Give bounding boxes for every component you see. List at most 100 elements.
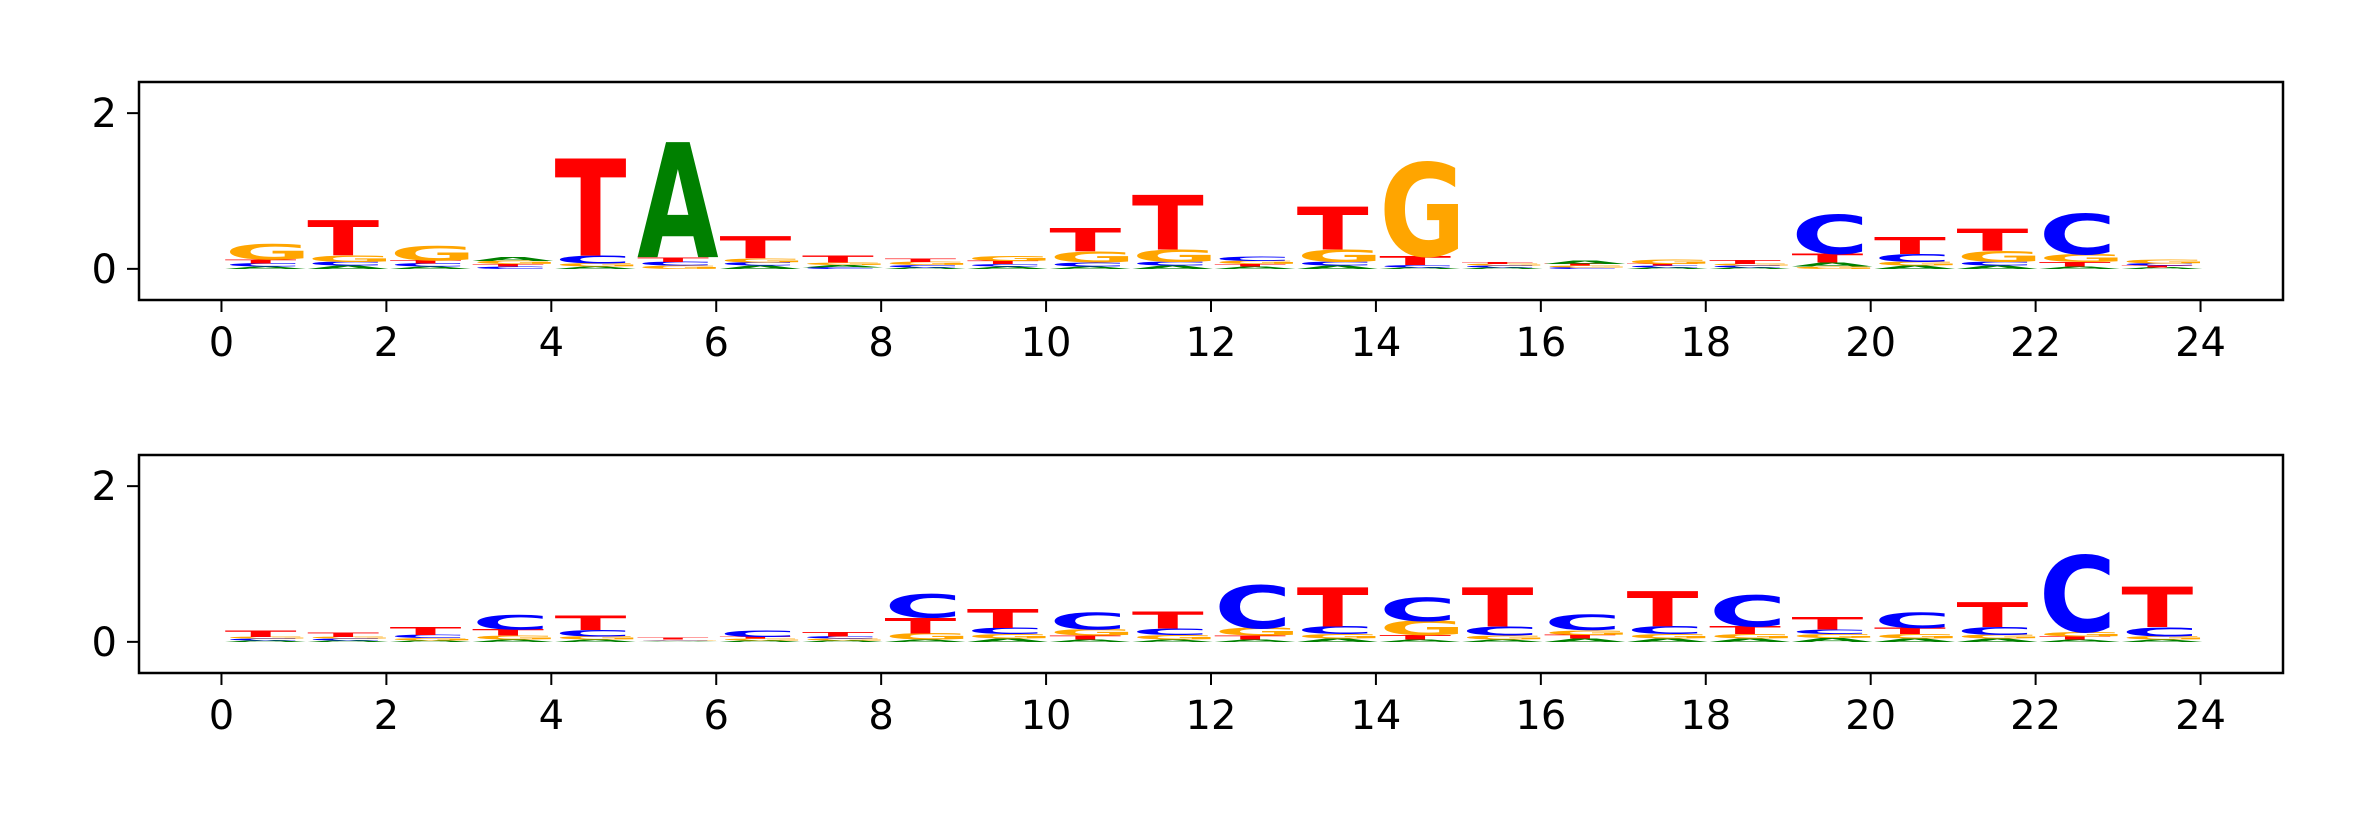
x-tick-label: 2 (374, 693, 399, 739)
logo-letter-G-pos-3: G (472, 635, 558, 641)
logo-letter-A-pos-0: A (225, 640, 307, 642)
x-tick-label: 12 (1186, 693, 1237, 739)
logo-letter-T-pos-19: T (1792, 251, 1864, 266)
logo-letter-C-pos-4: C (555, 629, 632, 639)
logo-letter-A-pos-7: A (802, 640, 884, 642)
logo-letter-T-pos-22: T (2039, 261, 2111, 268)
logo-letter-G-pos-5: G (637, 639, 723, 640)
logo-letter-C-pos-9: C (967, 626, 1044, 636)
y-tick-label: 2 (92, 464, 117, 510)
logo-letter-A-pos-8: A (884, 267, 966, 269)
logo-letter-A-pos-12: A (1214, 266, 1296, 270)
x-tick-label: 0 (209, 320, 234, 366)
logo-letter-G-pos-1: G (307, 254, 393, 264)
logo-letter-A-pos-17: A (1627, 267, 1709, 269)
logo-letter-G-pos-7: G (802, 638, 888, 640)
logo-letter-C-pos-12: C (1214, 255, 1291, 262)
logo-letter-A-pos-16: A (1544, 260, 1626, 265)
logo-letter-A-pos-0: A (225, 266, 307, 270)
logo-letter-G-pos-23: G (2121, 258, 2207, 264)
logo-letter-T-pos-8: T (884, 258, 956, 263)
logo-letter-C-pos-5: C (637, 261, 714, 267)
logo-letter-T-pos-15: T (1462, 262, 1534, 264)
logo-letter-G-pos-17: G (1627, 258, 1713, 265)
logo-letter-C-pos-3: C (472, 612, 549, 634)
logo-letter-C-pos-5: C (637, 640, 714, 641)
logo-letter-A-pos-23: A (2121, 267, 2203, 269)
logo-letter-T-pos-2: T (390, 259, 462, 264)
x-tick-label: 6 (704, 320, 729, 366)
logo-letter-C-pos-20: C (1874, 608, 1951, 633)
logo-letter-G-pos-2: G (390, 243, 476, 265)
logo-letter-T-pos-0: T (225, 629, 297, 639)
logo-letter-T-pos-6: T (720, 637, 792, 639)
logo-letter-G-pos-14: G (1379, 137, 1465, 287)
logo-letter-A-pos-20: A (1874, 265, 1956, 270)
logo-letter-C-pos-21: C (1956, 625, 2033, 638)
logo-letter-A-pos-11: A (1132, 265, 1214, 270)
logo-letter-C-pos-22: C (2039, 535, 2116, 657)
logo-letter-A-pos-3: A (472, 256, 554, 262)
logo-letter-C-pos-2: C (390, 263, 467, 268)
logo-letter-T-pos-11: T (1132, 180, 1204, 267)
logo-letter-C-pos-21: C (1956, 261, 2033, 267)
logo-letter-G-pos-4: G (555, 636, 641, 641)
logo-letter-C-pos-11: C (1132, 261, 1209, 267)
logo-letter-C-pos-17: C (1627, 624, 1704, 637)
logo-letter-T-pos-6: T (720, 231, 792, 266)
x-tick-label: 4 (539, 693, 564, 739)
logo-letter-G-pos-3: G (472, 260, 558, 265)
x-tick-label: 16 (1515, 320, 1566, 366)
x-tick-label: 8 (868, 693, 893, 739)
logo-letter-C-pos-2: C (390, 634, 467, 639)
logo-letter-T-pos-10: T (1049, 635, 1121, 641)
logo-letter-G-pos-4: G (555, 263, 641, 268)
logo-letter-A-pos-19: A (1792, 262, 1874, 268)
logo-panel-bottom: ACGTACGTAGCTAGTCAGCTACGTAGTCAGCTAGTCAGCT… (92, 453, 2285, 739)
logo-letter-C-pos-8: C (884, 264, 961, 268)
logo-letter-G-pos-14: G (1379, 617, 1465, 639)
logo-letter-G-pos-12: G (1214, 626, 1300, 639)
logo-letter-A-pos-17: A (1627, 638, 1709, 643)
logo-letter-G-pos-16: G (1544, 629, 1630, 636)
x-tick-label: 24 (2175, 320, 2226, 366)
x-tick-label: 10 (1021, 320, 1072, 366)
x-tick-label: 6 (704, 693, 729, 739)
logo-letter-C-pos-10: C (1049, 262, 1126, 268)
logo-letter-A-pos-21: A (1956, 638, 2038, 643)
logo-letter-G-pos-8: G (884, 632, 970, 642)
logo-letter-C-pos-0: C (225, 263, 302, 268)
y-tick-label: 2 (92, 91, 117, 137)
logo-letter-T-pos-17: T (1627, 582, 1699, 638)
x-tick-label: 16 (1515, 693, 1566, 739)
logo-letter-A-pos-20: A (1874, 638, 1956, 643)
logo-letter-G-pos-2: G (390, 637, 476, 641)
logo-letter-G-pos-21: G (1956, 634, 2042, 640)
logo-letter-C-pos-17: C (1627, 265, 1704, 267)
logo-letter-C-pos-0: C (225, 638, 302, 640)
logo-letter-C-pos-15: C (1462, 265, 1539, 267)
logo-letter-A-pos-10: A (1049, 266, 1131, 270)
logo-letter-G-pos-22: G (2039, 630, 2125, 637)
logo-letter-T-pos-11: T (1132, 607, 1204, 634)
logo-letter-T-pos-13: T (1297, 196, 1369, 264)
logo-letter-G-pos-6: G (720, 258, 806, 264)
logo-letter-G-pos-11: G (1132, 246, 1218, 266)
logo-letter-G-pos-18: G (1709, 264, 1795, 266)
logo-letter-A-pos-14: A (1379, 267, 1461, 269)
logo-letter-A-pos-1: A (307, 640, 389, 642)
logo-letter-G-pos-23: G (2121, 636, 2207, 641)
logo-letter-G-pos-13: G (1297, 246, 1383, 266)
logo-letter-A-pos-4: A (555, 266, 637, 270)
logo-letter-C-pos-16: C (1544, 610, 1621, 635)
logo-letter-A-pos-7: A (802, 264, 884, 268)
x-tick-label: 20 (1845, 320, 1896, 366)
logo-letter-G-pos-21: G (1956, 248, 2042, 265)
logo-letter-G-pos-17: G (1627, 633, 1713, 640)
logo-letter-A-pos-13: A (1297, 638, 1379, 643)
logo-letter-T-pos-16: T (1544, 264, 1616, 266)
y-tick-label: 0 (92, 247, 117, 293)
logo-letter-C-pos-19: C (1792, 203, 1869, 266)
